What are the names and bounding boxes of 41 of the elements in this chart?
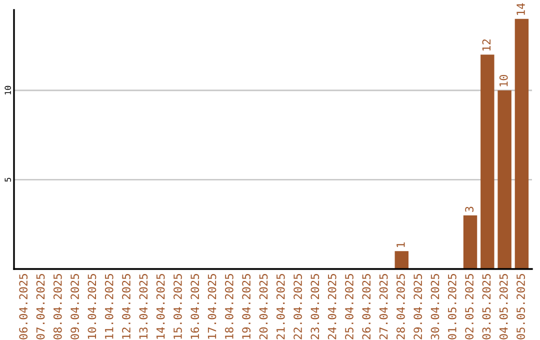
x-tick-label: 18.04.2025 (224, 274, 234, 339)
x-tick-label: 26.04.2025 (362, 274, 371, 340)
x-tick-label: 27.04.2025 (379, 274, 388, 340)
x-tick-label: 11.04.2025 (104, 274, 114, 339)
x-tick-label: 21.04.2025 (276, 274, 285, 340)
data-label: 14 (516, 3, 525, 15)
x-tick-label: 20.04.2025 (259, 274, 268, 340)
x-tick-label: 14.04.2025 (156, 274, 165, 339)
x-tick-label: 12.04.2025 (122, 274, 130, 339)
bar (514, 18, 529, 269)
bar (498, 90, 512, 269)
bar (394, 251, 409, 269)
data-label: 1 (396, 242, 405, 248)
x-tick-label: 13.04.2025 (139, 274, 148, 339)
x-tick-label: 22.04.2025 (294, 274, 302, 340)
x-tick-label: 10.04.2025 (88, 274, 96, 339)
x-tick-label: 24.04.2025 (328, 274, 336, 340)
data-label: 12 (482, 39, 490, 51)
data-label: 3 (465, 206, 474, 212)
x-tick-label: 02.05.2025 (465, 274, 474, 340)
x-tick-label: 28.04.2025 (396, 274, 405, 340)
x-tick-label: 04.05.2025 (499, 274, 508, 340)
x-tick-label: 08.04.2025 (53, 274, 62, 340)
bar (480, 54, 494, 269)
data-label: 10 (499, 74, 508, 86)
x-tick-label: 30.04.2025 (430, 274, 440, 340)
x-tick-label: 16.04.2025 (190, 274, 200, 339)
x-tick-label: 25.04.2025 (345, 274, 354, 340)
x-tick-label: 29.04.2025 (414, 274, 422, 340)
x-tick-label: 03.05.2025 (482, 274, 491, 340)
x-tick-label: 06.04.2025 (19, 274, 28, 340)
x-tick-label: 19.04.2025 (242, 274, 251, 339)
bar (463, 215, 478, 269)
x-tick-label: 07.04.2025 (36, 274, 45, 340)
x-tick-label: 17.04.2025 (208, 274, 216, 339)
y-tick-label: 5 (4, 178, 11, 182)
x-tick-label: 15.04.2025 (174, 274, 182, 339)
x-tick-label: 01.05.2025 (448, 274, 456, 340)
x-tick-label: 09.04.2025 (70, 274, 79, 340)
x-tick-label: 05.05.2025 (516, 274, 525, 340)
x-tick-label: 23.04.2025 (310, 274, 320, 340)
